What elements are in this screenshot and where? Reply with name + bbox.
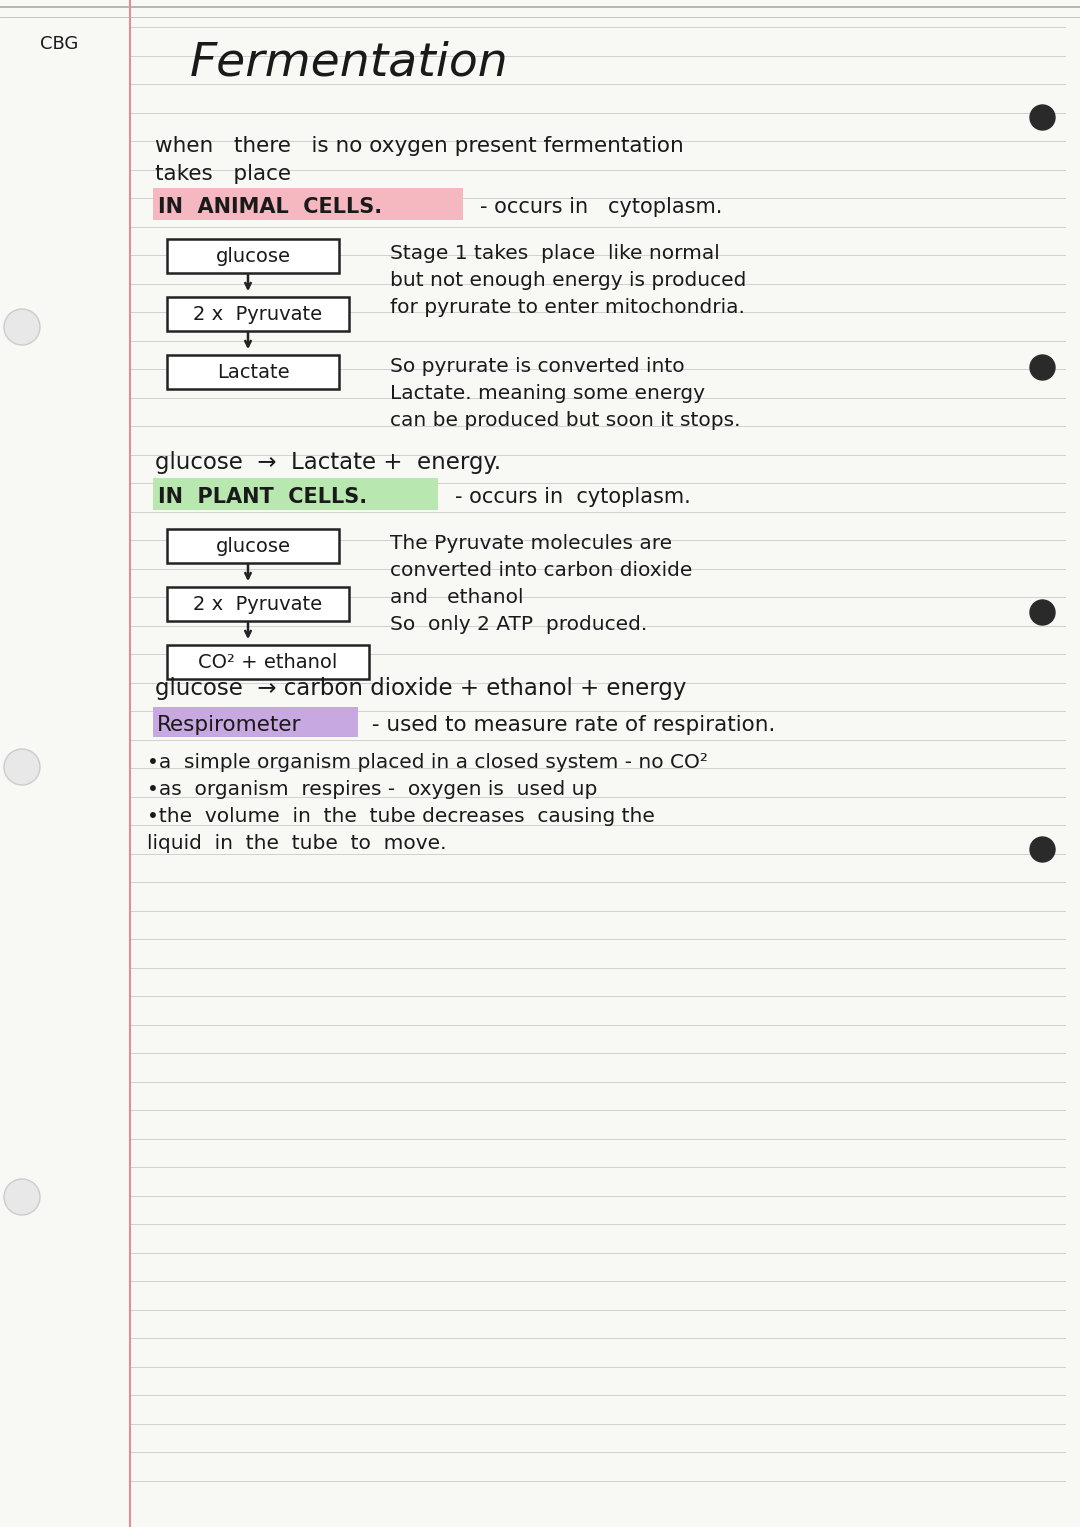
Text: •as  organism  respires -  oxygen is  used up: •as organism respires - oxygen is used u… <box>147 780 597 799</box>
FancyBboxPatch shape <box>153 707 357 738</box>
FancyBboxPatch shape <box>167 354 339 389</box>
Text: - occurs in   cytoplasm.: - occurs in cytoplasm. <box>480 197 723 217</box>
Text: can be produced but soon it stops.: can be produced but soon it stops. <box>390 411 741 431</box>
FancyBboxPatch shape <box>167 528 339 563</box>
FancyBboxPatch shape <box>167 586 349 621</box>
Text: 2 x  Pyruvate: 2 x Pyruvate <box>193 304 323 324</box>
Text: Lactate: Lactate <box>217 362 289 382</box>
Text: converted into carbon dioxide: converted into carbon dioxide <box>390 560 692 580</box>
Text: glucose: glucose <box>216 246 291 266</box>
Text: - occurs in  cytoplasm.: - occurs in cytoplasm. <box>455 487 691 507</box>
Text: 2 x  Pyruvate: 2 x Pyruvate <box>193 594 323 614</box>
Circle shape <box>4 1179 40 1215</box>
Text: CBG: CBG <box>40 35 78 53</box>
Text: - used to measure rate of respiration.: - used to measure rate of respiration. <box>365 715 775 734</box>
Text: when   there   is no oxygen present fermentation: when there is no oxygen present fermenta… <box>156 136 684 156</box>
Text: glucose  →  Lactate +  energy.: glucose → Lactate + energy. <box>156 450 501 473</box>
Text: but not enough energy is produced: but not enough energy is produced <box>390 270 746 290</box>
Text: •a  simple organism placed in a closed system - no CO²: •a simple organism placed in a closed sy… <box>147 753 707 773</box>
Text: glucose: glucose <box>216 536 291 556</box>
Text: for pyrurate to enter mitochondria.: for pyrurate to enter mitochondria. <box>390 298 745 318</box>
Text: Respirometer: Respirometer <box>157 715 301 734</box>
Text: So  only 2 ATP  produced.: So only 2 ATP produced. <box>390 615 647 634</box>
FancyBboxPatch shape <box>153 478 438 510</box>
Text: Fermentation: Fermentation <box>190 40 509 86</box>
Text: glucose  → carbon dioxide + ethanol + energy: glucose → carbon dioxide + ethanol + ene… <box>156 676 687 699</box>
Text: CO² + ethanol: CO² + ethanol <box>199 652 338 672</box>
Text: The Pyruvate molecules are: The Pyruvate molecules are <box>390 534 672 553</box>
Text: IN  ANIMAL  CELLS.: IN ANIMAL CELLS. <box>158 197 382 217</box>
FancyBboxPatch shape <box>167 296 349 331</box>
Text: IN  PLANT  CELLS.: IN PLANT CELLS. <box>158 487 367 507</box>
Text: Stage 1 takes  place  like normal: Stage 1 takes place like normal <box>390 244 719 263</box>
Circle shape <box>4 750 40 785</box>
FancyBboxPatch shape <box>167 240 339 273</box>
FancyBboxPatch shape <box>153 188 463 220</box>
Text: Lactate. meaning some energy: Lactate. meaning some energy <box>390 383 705 403</box>
Text: takes   place: takes place <box>156 163 291 183</box>
Text: and   ethanol: and ethanol <box>390 588 524 608</box>
Text: liquid  in  the  tube  to  move.: liquid in the tube to move. <box>147 834 446 854</box>
FancyBboxPatch shape <box>167 644 369 680</box>
Circle shape <box>4 308 40 345</box>
Text: So pyrurate is converted into: So pyrurate is converted into <box>390 357 685 376</box>
Text: •the  volume  in  the  tube decreases  causing the: •the volume in the tube decreases causin… <box>147 806 654 826</box>
